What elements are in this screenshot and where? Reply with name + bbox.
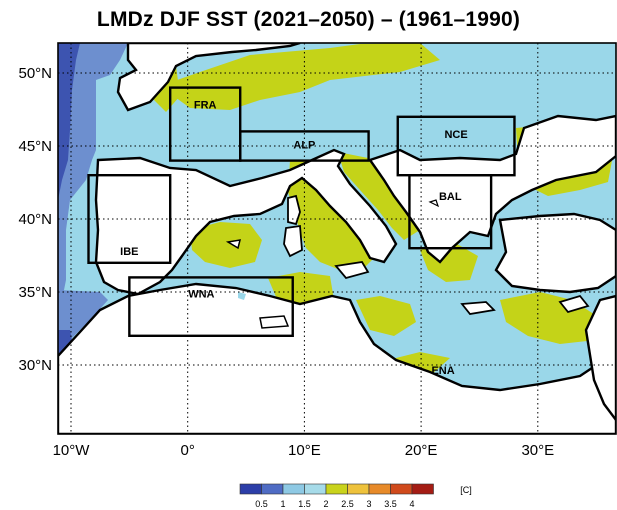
region-box-fra: [168, 86, 242, 162]
colorbar-tick-label: 4: [409, 499, 414, 509]
lat-label: 45°N: [18, 138, 52, 155]
lon-label: 0°: [181, 442, 195, 459]
island-corsica: [287, 194, 301, 226]
island-sardinia: [283, 224, 303, 258]
gridlines: [58, 43, 616, 434]
colorbar-swatch: [304, 483, 327, 495]
colorbar-tick-label: 1: [280, 499, 285, 509]
colorbar-unit: [C]: [460, 485, 472, 495]
colorbar-tick-label: 0.5: [255, 499, 268, 509]
lon-label: 20°E: [405, 442, 438, 459]
island-cyprus: [558, 294, 590, 314]
region-label-wna: WNA: [188, 288, 214, 300]
island-sicily: [334, 261, 370, 280]
region-label-ena: ENA: [431, 365, 454, 377]
colorbar-swatch: [282, 483, 305, 495]
island-small: [428, 199, 440, 208]
lon-label: 10°E: [288, 442, 321, 459]
region-box-wna: [128, 276, 294, 337]
atlantic-south-mid-blue: [58, 290, 108, 380]
colorbar-tick-label: 2.5: [341, 499, 354, 509]
atlantic-deep-blue: [58, 43, 80, 200]
lat-label: 35°N: [18, 284, 52, 301]
colorbar-tick-label: 1.5: [298, 499, 311, 509]
colorbar-swatch: [261, 483, 284, 495]
latitude-labels: 50°N 45°N 40°N 35°N 30°N: [18, 65, 52, 374]
longitude-labels: 10°W 0° 10°E 20°E 30°E: [53, 442, 555, 459]
island-crete: [460, 301, 496, 315]
patch-ionian-south: [356, 296, 416, 336]
patch-adriatic: [338, 152, 420, 240]
colorbar-tick-label: 2: [323, 499, 328, 509]
lat-label: 30°N: [18, 357, 52, 374]
island-mallorca: [225, 239, 242, 250]
colorbar-swatch: [239, 483, 262, 495]
region-label-nce: NCE: [444, 129, 467, 141]
colorbar-swatch: [411, 483, 434, 495]
lake-ghost: [238, 292, 246, 300]
map-frame: [57, 42, 617, 435]
map-title: LMDz DJF SST (2021–2050) – (1961–1990): [96, 8, 521, 31]
region-label-fra: FRA: [194, 100, 217, 112]
lon-label: 30°E: [521, 442, 554, 459]
region-label-bal: BAL: [439, 191, 462, 203]
colorbar-tick-label: 3.5: [384, 499, 397, 509]
colorbar-swatch: [347, 483, 370, 495]
colorbar-swatch: [368, 483, 391, 495]
region-label-ibe: IBE: [120, 246, 138, 258]
lon-label: 10°W: [53, 442, 91, 459]
region-box-bal: [408, 173, 493, 250]
land-levant: [584, 294, 616, 422]
island-kerkennah: [259, 315, 290, 329]
land-balkans: [368, 114, 616, 264]
colorbar-tick-label: 3: [366, 499, 371, 509]
colorbar: 0.5 1 1.5 2 2.5 3 3.5 4 [C]: [239, 483, 472, 509]
region-boxes: FRA ALP NCE BAL IBE WNA ENA: [87, 86, 516, 377]
lat-label: 40°N: [18, 211, 52, 228]
patch-balearic: [190, 222, 262, 268]
region-box-alp: [239, 130, 370, 162]
land-anatolia: [494, 212, 616, 294]
patch-tyrrhenian: [288, 160, 380, 270]
patch-north-sea: [160, 43, 440, 110]
colorbar-swatch: [390, 483, 413, 495]
region-label-alp: ALP: [293, 139, 315, 151]
lat-label: 50°N: [18, 65, 52, 82]
colorbar-swatch: [325, 483, 348, 495]
atlantic-mid-blue: [58, 43, 128, 310]
region-box-ibe: [87, 173, 172, 264]
sst-field: [58, 43, 616, 434]
